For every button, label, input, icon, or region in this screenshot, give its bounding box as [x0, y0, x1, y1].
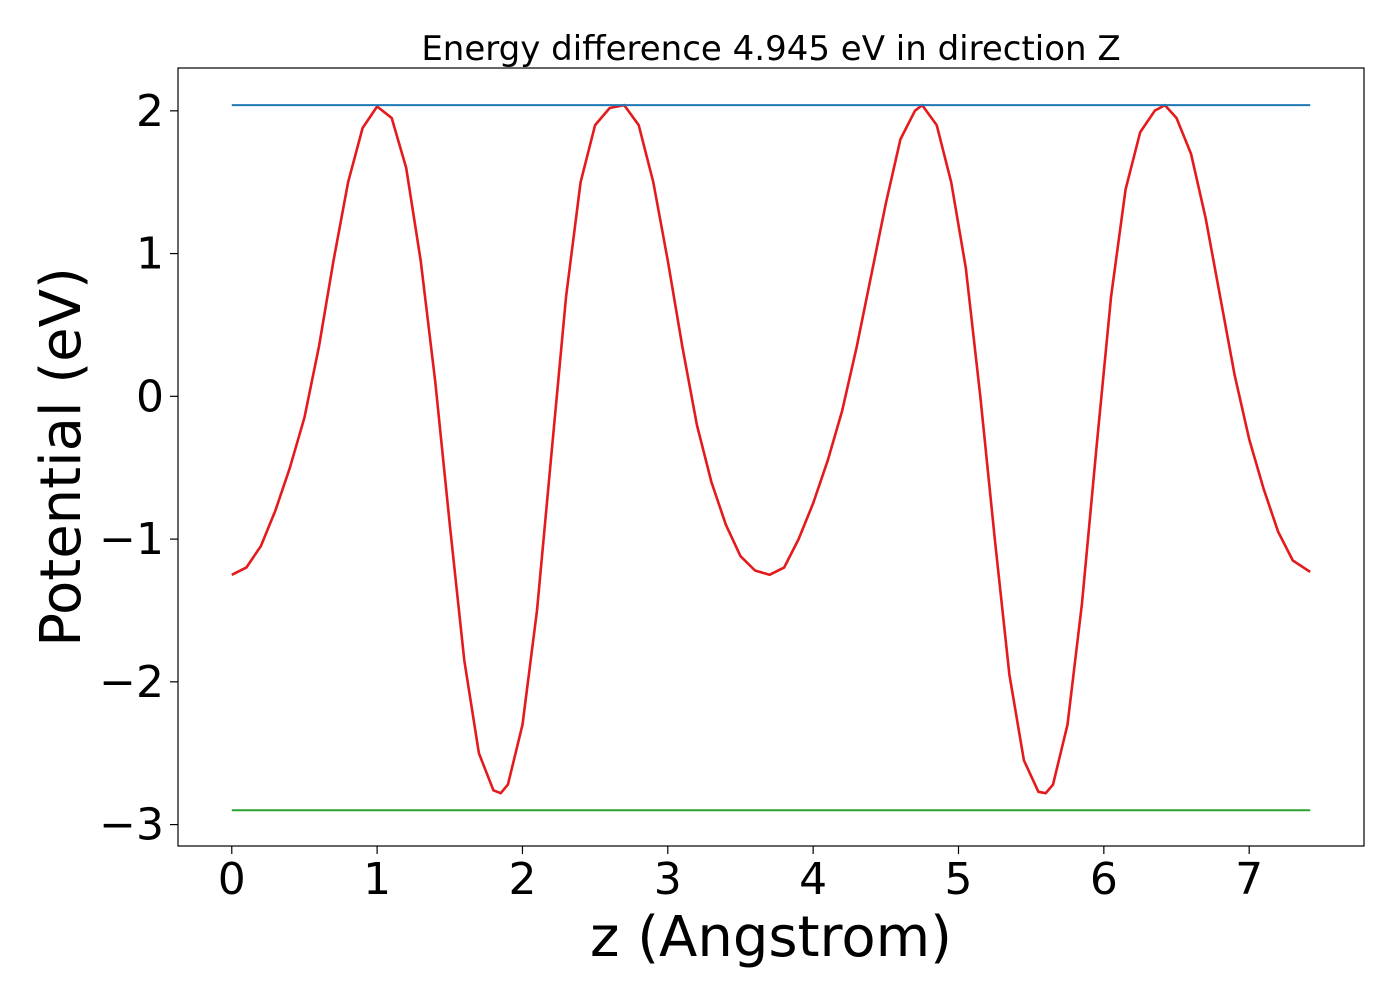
series-layer [231, 103, 1311, 812]
y-tick-label: −2 [99, 657, 164, 708]
x-tick-label: 7 [1235, 854, 1263, 905]
plot-area-frame [177, 67, 1365, 847]
x-tick-label: 0 [218, 854, 246, 905]
x-tick-label: 1 [363, 854, 391, 905]
x-tick-label: 4 [799, 854, 827, 905]
y-tick-label: 1 [136, 229, 164, 280]
y-axis-label: Potential (eV) [29, 267, 94, 647]
series-line-0 [231, 103, 1311, 795]
y-tick-label: −1 [99, 514, 164, 565]
chart-title: Energy difference 4.945 eV in direction … [421, 29, 1120, 69]
x-tick-label: 5 [944, 854, 972, 905]
y-tick-label: 2 [136, 86, 164, 137]
x-axis-label: z (Angstrom) [590, 905, 952, 970]
x-tick-label: 6 [1090, 854, 1118, 905]
x-tick-label: 2 [508, 854, 536, 905]
y-axis: −3 −2 −1 0 1 2 [99, 86, 178, 851]
x-tick-label: 3 [654, 854, 682, 905]
y-tick-label: 0 [136, 371, 164, 422]
y-tick-label: −3 [99, 800, 164, 851]
x-axis: 0 1 2 3 4 5 6 7 [218, 846, 1263, 905]
